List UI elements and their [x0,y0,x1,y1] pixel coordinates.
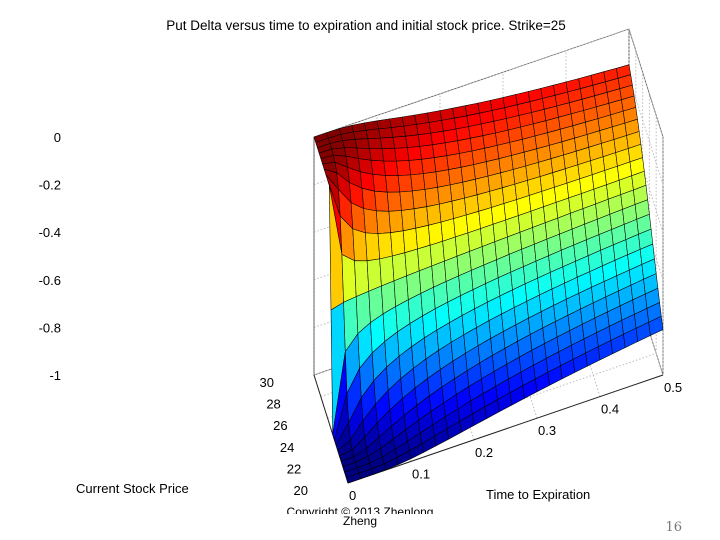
surface-cell [367,137,383,150]
surface-cell [353,130,369,140]
surface-cell [417,132,433,147]
surface-cell [366,258,382,292]
surface-cell [430,130,446,146]
surface-cell [388,210,404,233]
surface-cell [391,125,406,138]
page-number: 16 [665,520,682,535]
surface-cell [386,191,402,212]
surface-cell [397,174,413,193]
surface-cell [415,225,431,250]
surface-cell [426,203,442,226]
time-tick-label: 0.1 [412,466,430,481]
copyright-line-2: Zheng [342,514,378,528]
surface-cell [402,227,418,253]
time-axis-title: Time to Expiration [486,487,590,502]
surface-cell [407,146,422,161]
delta-tick-label: -0.8 [39,320,61,335]
surface-cell [352,228,368,262]
gridline-price-floor [341,352,657,462]
surface-cell [446,153,462,170]
surface-cell [377,232,393,260]
surface-cell [380,137,395,150]
surface-cell [385,175,401,193]
price-tick-label: 22 [287,461,301,476]
surface-cell [369,148,385,162]
copyright-line-1: Copyright © 2013 Zhenlong [286,505,434,514]
surface-cell [342,139,358,149]
surface-cell [389,116,405,128]
chart-title: Put Delta versus time to expiration and … [166,18,566,33]
surface-cell [401,208,417,232]
delta-tick-label: -1 [49,368,61,383]
surface-cell [394,147,410,162]
surface-cell [419,144,435,160]
surface-cell [376,210,391,234]
surface-cell [341,254,357,303]
axis-labels: 0 -0.2 -0.4 -0.6 -0.8 -1 20 22 24 26 28 30 0 0.1 0.2 0.… [39,130,682,503]
gridline-delta-back [313,28,630,138]
surface-cell [381,148,397,162]
surface-cell [365,232,380,262]
surface-cell [410,173,426,192]
time-tick-label: 0.5 [664,380,682,395]
surface-cell [363,208,379,234]
time-tick-label: 0 [349,488,356,503]
surface-cell [412,189,427,210]
surface-cell [376,118,392,130]
surface-cell [408,159,424,176]
surface-cell [374,190,390,212]
price-tick-label: 20 [294,483,308,498]
surface-mesh [313,64,664,484]
surface-cell [392,135,408,149]
surface-cell [383,160,399,176]
surface-cell [437,184,453,205]
surface-cell [403,124,419,137]
surface-cell [396,160,411,176]
delta-tick-label: -0.2 [39,178,61,193]
copyright-notice: Copyright © 2013 Zhenlong Zheng [0,505,720,528]
surface-cell [423,171,438,190]
surface-cell [354,138,370,149]
surface-cell [444,140,460,156]
surface-cell [413,206,429,229]
time-tick-label: 0.2 [475,445,493,460]
surface-cell [372,174,388,193]
surface-cell [428,120,444,134]
surface-cell [424,187,440,207]
surface-cell [432,142,448,158]
delta-tick-label: -0.6 [39,273,61,288]
surface-cell [435,169,451,188]
surface-cell [648,316,664,336]
price-tick-label: 26 [273,418,287,433]
surface-cell [399,190,415,211]
surface-cell [370,160,386,176]
surface-cell [361,188,377,212]
surface-cell [448,167,464,186]
surface-cell [405,134,421,148]
gridline-delta-side [628,28,664,138]
surface-cell [433,155,449,173]
delta-tick-label: 0 [54,130,61,145]
price-tick-label: 24 [280,440,294,455]
time-axis-line [347,374,664,484]
delta-tick-label: -0.4 [39,225,61,240]
surface-cell [378,127,394,139]
surface-cell [365,128,381,139]
surface-cell [416,122,432,136]
price-axis-title: Current Stock Price [76,481,189,496]
surface-cell [390,230,406,257]
price-tick-label: 28 [266,397,280,412]
price-tick-label: 30 [260,375,274,390]
time-tick-label: 0.4 [601,402,619,417]
surface-cell [421,157,437,174]
surface-cell [354,260,370,297]
time-tick-label: 0.3 [538,423,556,438]
gridline-delta-side [628,76,664,185]
